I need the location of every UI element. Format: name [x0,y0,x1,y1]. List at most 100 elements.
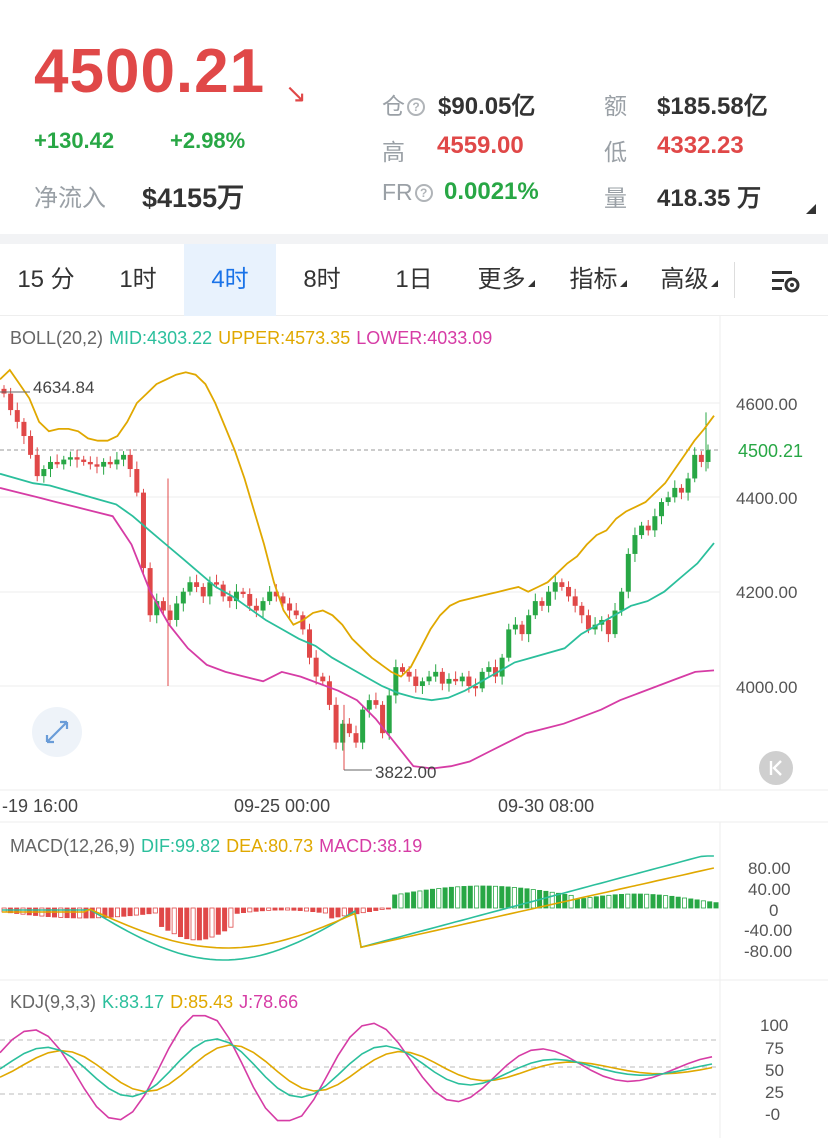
dropdown-icon [710,280,718,287]
turnover-value: $185.58亿 [657,93,768,120]
candle-body [512,624,518,630]
x-tick: 09-25 00:00 [234,796,330,816]
turnover-label: 额 [604,93,627,119]
net-inflow-value: $4155万 [142,183,245,213]
tab-label: 1时 [119,266,157,293]
candle-body [160,601,166,611]
macd-bar [253,907,259,912]
macd-bar [650,894,656,909]
candle-body [253,605,259,611]
tab-8h[interactable]: 8时 [276,244,368,316]
candle-body [207,582,213,597]
candle-body [8,393,14,411]
macd-histogram [1,885,719,941]
macd-bar [341,907,347,917]
macd-bar [240,907,246,913]
candle-body [519,624,525,635]
help-icon[interactable]: ? [414,184,433,202]
help-icon[interactable]: ? [407,98,425,116]
macd-bar [266,907,272,911]
macd-bar [631,893,637,909]
macd-bar [322,907,328,914]
candle-body [101,461,107,467]
candle-body [121,454,127,460]
macd-bar [297,907,303,911]
macd-value: MACD:38.19 [319,836,423,856]
candle-body [214,582,220,585]
macd-bar [259,907,265,912]
open-interest-label[interactable]: 仓? [382,87,425,121]
macd-label: MACD(12,26,9) [10,836,136,856]
macd-bar [127,907,133,917]
candle-body [200,586,206,597]
macd-legend: MACD(12,26,9) DIF:99.82 DEA:80.73 MACD:38.1… [10,836,428,857]
jump-to-latest-button[interactable] [759,751,793,785]
expand-chart-button[interactable] [32,707,82,757]
candle-body [313,657,319,677]
tab-4h[interactable]: 4时 [184,244,276,316]
candle-body [532,601,538,616]
tab-1d[interactable]: 1日 [368,244,460,316]
low-marker-label: 3822.00 [375,763,436,782]
macd-bar [77,907,83,919]
high-value: 4559.00 [437,132,524,159]
candle-body [87,461,93,465]
candle-body [293,610,299,616]
candle-body [459,676,465,682]
macd-bar [171,907,177,935]
open-interest-value: $90.05亿 [438,93,536,120]
tab-15m[interactable]: 15 分 [0,244,92,316]
macd-bar [587,897,593,909]
macd-bar [467,885,473,909]
kdj-k-line [0,1038,713,1099]
low-label: 低 [604,139,627,165]
macd-bar [152,907,158,914]
x-tick: -19 16:00 [2,796,78,816]
y-tick: 100 [760,1016,788,1035]
tab-1h[interactable]: 1时 [92,244,184,316]
chart-settings-button[interactable] [756,244,816,316]
macd-bar [675,896,681,909]
macd-bar [549,891,555,909]
candle-body [28,436,34,455]
candle-body [632,535,638,554]
macd-bar [83,907,89,919]
macd-bar [486,885,492,909]
tab-advanced[interactable]: 高级 [644,244,734,316]
candle-body [340,723,346,743]
macd-bar [429,888,435,909]
macd-bar [392,894,398,909]
funding-rate-label[interactable]: FR? [382,179,433,206]
macd-bar [637,893,643,909]
expand-icon [45,720,69,744]
last-price: 4500.21 [34,37,266,106]
candle-body [140,492,146,569]
macd-bar [669,895,675,909]
tab-label: 1日 [395,266,433,293]
candle-body [14,410,20,422]
change-percent: +2.98% [170,128,246,153]
macd-bar [404,892,410,909]
tab-label: 15 分 [17,266,75,293]
candle-body [41,469,47,477]
candle-body [127,454,133,470]
tab-label: 高级 [660,266,709,293]
candle-body [287,603,293,611]
macd-bar [619,893,625,909]
tab-label: 指标 [569,266,618,293]
candle-body [233,591,239,602]
expand-stats-icon[interactable] [806,204,816,214]
net-inflow-label: 净流入 [34,185,106,212]
candle-body [499,657,505,677]
candle-body [353,733,359,743]
candle-body [506,629,512,658]
macd-bar [606,894,612,909]
macd-bar [385,907,391,910]
open-interest-label-text: 仓 [382,93,405,119]
candle-body [280,596,286,604]
tab-indicators[interactable]: 指标 [552,244,644,316]
macd-bar [530,889,536,909]
tab-more[interactable]: 更多 [460,244,552,316]
y-tick: 40.00 [748,880,791,899]
kline-chart[interactable]: 4634.84 3822.00 4600.00 4400.00 4200.00 … [0,316,828,1138]
